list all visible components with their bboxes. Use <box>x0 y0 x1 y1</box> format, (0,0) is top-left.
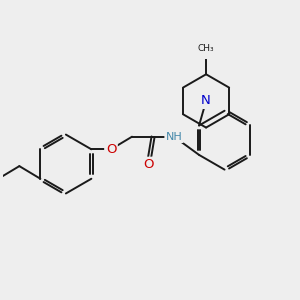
Text: NH: NH <box>166 132 182 142</box>
Text: N: N <box>201 94 211 107</box>
Text: O: O <box>144 158 154 171</box>
Text: O: O <box>106 143 116 156</box>
Text: CH₃: CH₃ <box>198 44 214 53</box>
